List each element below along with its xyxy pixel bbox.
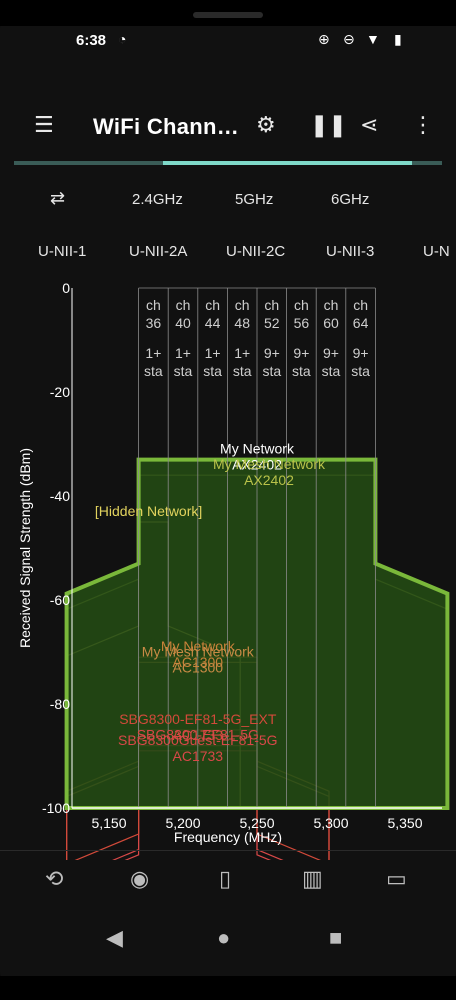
network-standard-label: AC1733 (173, 748, 224, 764)
channel-number: 52 (264, 315, 280, 331)
status-time: 6:38 (76, 32, 107, 49)
x-axis-title: Frequency (MHz) (174, 829, 282, 845)
network-name-label: My Network (161, 638, 236, 654)
network-name-label: My Mesh Network (142, 643, 255, 659)
more-vert-icon[interactable]: ⋮ (412, 112, 434, 137)
network-name-label: [Hidden Network] (95, 503, 202, 519)
recents-icon[interactable]: ■ (329, 925, 343, 950)
dnd-icon: ⊖ (343, 31, 355, 47)
home-icon[interactable]: ● (217, 925, 231, 950)
channel-graph-icon[interactable]: ⟲ (45, 866, 64, 891)
channel-rating-icon[interactable]: ▥ (302, 866, 323, 891)
station-count: 1+ (205, 345, 221, 361)
band-2-4ghz[interactable]: 2.4GHz (132, 191, 183, 208)
network-name-label: SBG8300-EF81-5G (137, 727, 259, 743)
pause-icon[interactable]: ❚❚ (310, 112, 347, 137)
network-name-label: My Mesh Network (213, 456, 326, 472)
station-count: 9+ (293, 345, 309, 361)
network-name-label: SBG8300Guest-EF81-5G (118, 732, 278, 748)
channel-label: ch (353, 297, 368, 313)
channel-label: ch (324, 297, 339, 313)
station-count: 9+ (353, 345, 369, 361)
channel-number: 44 (205, 315, 221, 331)
network-name-label: SBG8300-EF81-5G_EXT (119, 711, 277, 727)
station-label: sta (174, 363, 193, 379)
station-count: 9+ (264, 345, 280, 361)
wifi-icon: ▼ (366, 31, 380, 47)
station-label: sta (203, 363, 222, 379)
y-axis-title: Received Signal Strength (dBm) (17, 448, 33, 648)
channel-number: 56 (294, 315, 310, 331)
network-standard-label: AX2402 (244, 472, 294, 488)
network-standard-label: AC1300 (173, 659, 224, 675)
swap-icon[interactable]: ⇄ (50, 188, 66, 208)
channel-label: ch (235, 297, 250, 313)
vendors-icon[interactable]: ▭ (386, 866, 407, 891)
channel-graph[interactable]: ch 36 1+ sta ch 40 1+ sta ch 44 1+ sta ch 48 1+ sta ch 52… (0, 270, 456, 860)
app-notification-icon: ◔ (118, 31, 127, 47)
network-standard-label: AX2402 (232, 457, 282, 473)
y-tick-label: 0 (62, 280, 70, 296)
y-tick-label: -80 (50, 696, 70, 712)
bottom-navigation (0, 850, 456, 913)
station-label: sta (233, 363, 252, 379)
channel-label: ch (264, 297, 279, 313)
y-tick-label: -100 (42, 800, 70, 816)
sub-band-unii-2a[interactable]: U-NII-2A (129, 243, 188, 260)
signal-meter-icon[interactable]: ◉ (130, 866, 150, 891)
station-count: 1+ (145, 345, 161, 361)
channel-number: 60 (323, 315, 339, 331)
tab-indicator (163, 161, 412, 165)
station-count: 1+ (234, 345, 250, 361)
x-tick-label: 5,200 (165, 815, 200, 831)
battery-icon: ▮ (394, 31, 402, 47)
channel-label: ch (205, 297, 220, 313)
y-tick-label: -20 (50, 384, 70, 400)
access-point-icon[interactable]: ▯ (219, 866, 232, 891)
sub-band-unii-2c[interactable]: U-NII-2C (226, 243, 286, 260)
filter-icon[interactable]: ⚙ (256, 112, 276, 137)
network-standard-label: AC1733 (173, 727, 224, 743)
y-tick-label: -40 (50, 488, 70, 504)
y-tick-label: -60 (50, 592, 70, 608)
station-count: 1+ (175, 345, 191, 361)
menu-icon[interactable]: ☰ (34, 112, 54, 137)
channel-number: 40 (175, 315, 191, 331)
sub-band-unii-1[interactable]: U-NII-1 (38, 243, 87, 260)
channel-number: 48 (234, 315, 250, 331)
x-tick-label: 5,250 (239, 815, 274, 831)
x-tick-label: 5,150 (91, 815, 126, 831)
network-name-label: My Network (220, 441, 295, 457)
sub-band-unii-3[interactable]: U-NII-3 (326, 243, 375, 260)
band-5ghz[interactable]: 5GHz (235, 191, 274, 208)
station-label: sta (144, 363, 163, 379)
speaker-grille (193, 12, 263, 18)
x-tick-label: 5,300 (313, 815, 348, 831)
channel-number: 36 (146, 315, 162, 331)
channel-label: ch (146, 297, 161, 313)
station-label: sta (351, 363, 370, 379)
network-standard-label: AC1300 (173, 654, 224, 670)
channel-label: ch (294, 297, 309, 313)
station-label: sta (262, 363, 281, 379)
share-icon[interactable]: ⋖ (360, 112, 379, 137)
back-icon[interactable]: ◀ (106, 925, 123, 950)
band-6ghz[interactable]: 6GHz (331, 191, 370, 208)
channel-number: 64 (353, 315, 369, 331)
channel-label: ch (176, 297, 191, 313)
app-title: WiFi Chann… (93, 114, 240, 139)
x-tick-label: 5,350 (387, 815, 422, 831)
station-count: 9+ (323, 345, 339, 361)
station-label: sta (322, 363, 341, 379)
sub-band-unii-4[interactable]: U-N (423, 243, 450, 260)
station-label: sta (292, 363, 311, 379)
alarm-icon: ⊕ (318, 31, 330, 47)
